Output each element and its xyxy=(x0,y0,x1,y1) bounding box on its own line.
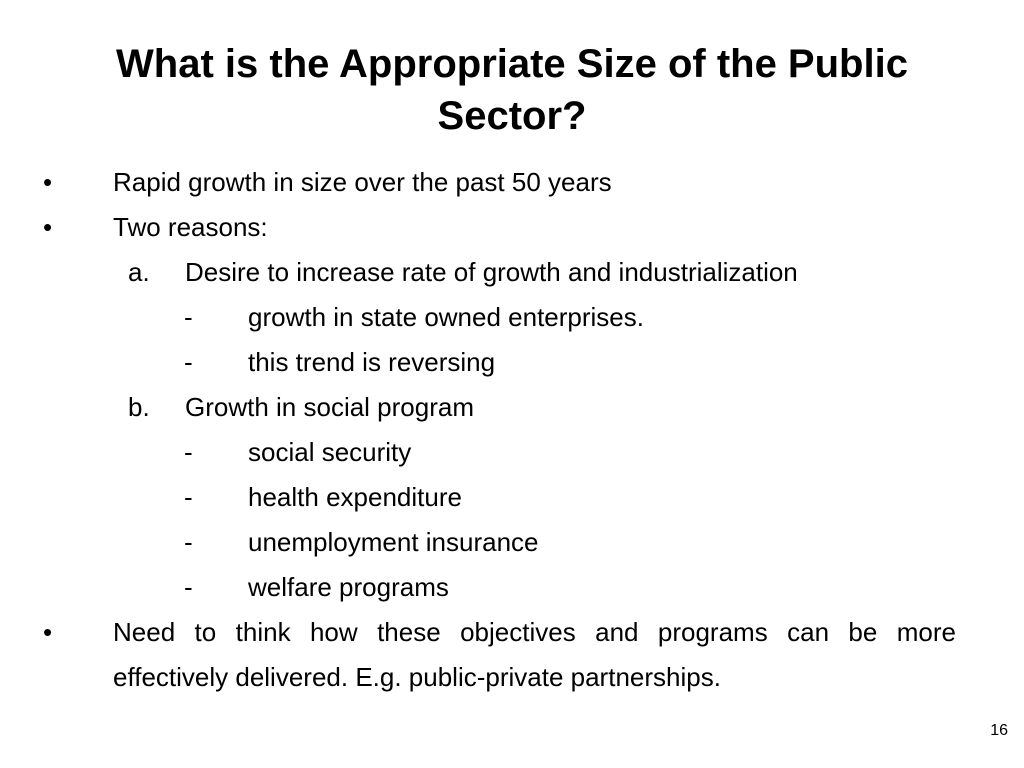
dash-marker: - xyxy=(184,572,193,602)
sub-item-text: Desire to increase rate of growth and in… xyxy=(185,257,798,287)
sub-item-marker: b. xyxy=(128,392,150,422)
sub-item-marker: a. xyxy=(128,257,150,287)
slide-title-line-1: What is the Appropriate Size of the Publ… xyxy=(116,42,908,86)
bullet-marker: • xyxy=(43,167,53,197)
dash-text: this trend is reversing xyxy=(248,347,496,377)
sub-item-text: Growth in social program xyxy=(185,392,474,422)
bullet-text: Two reasons: xyxy=(113,212,268,242)
dash-text: health expenditure xyxy=(248,482,462,512)
dash-text: welfare programs xyxy=(248,572,449,602)
dash-marker: - xyxy=(184,437,193,467)
bullet-text: Need to think how these objectives and p… xyxy=(113,617,956,692)
dash-text: unemployment insurance xyxy=(248,527,539,557)
dash-text: growth in state owned enterprises. xyxy=(248,302,644,332)
dash-marker: - xyxy=(184,302,193,332)
bullet-marker: • xyxy=(43,212,53,242)
dash-marker: - xyxy=(184,527,193,557)
bullet-text: Rapid growth in size over the past 50 ye… xyxy=(113,167,612,197)
bullet-marker: • xyxy=(43,617,53,647)
dash-marker: - xyxy=(184,347,193,377)
dash-marker: - xyxy=(184,482,193,512)
slide-title-line-2: Sector? xyxy=(437,94,587,138)
dash-text: social security xyxy=(248,437,412,467)
slide-title: What is the Appropriate Size of the Publ… xyxy=(40,38,984,142)
slide-number: 16 xyxy=(990,722,1008,739)
